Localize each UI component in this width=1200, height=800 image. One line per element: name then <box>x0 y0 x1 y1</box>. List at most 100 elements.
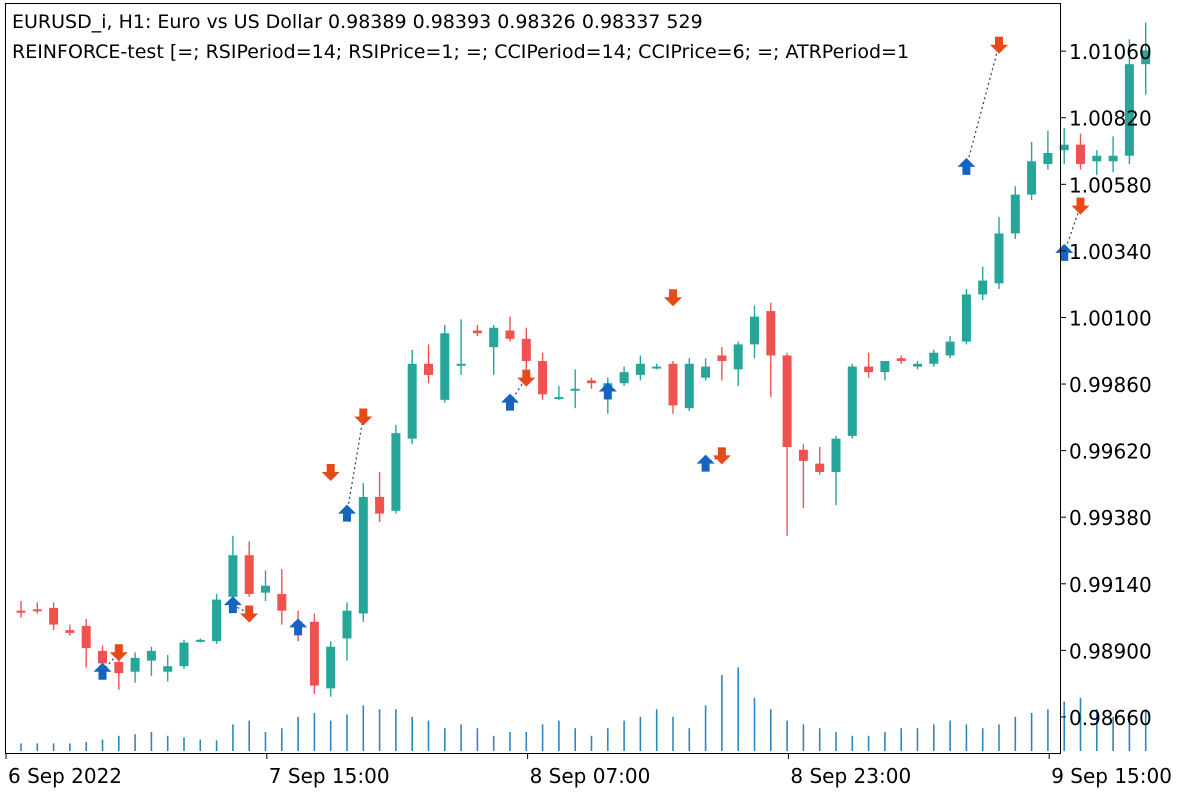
candle-body <box>929 352 939 364</box>
candle-body <box>847 366 857 436</box>
candle-body <box>717 355 727 362</box>
signal-connector <box>346 416 364 514</box>
candle-body <box>570 388 580 391</box>
candle-body <box>913 363 922 367</box>
candle-body <box>49 607 59 625</box>
candle-body <box>880 361 890 373</box>
candle-body <box>32 609 42 612</box>
candle-body <box>864 366 874 373</box>
price-tick-label: 1.00100 <box>1069 306 1152 330</box>
sell-arrow-icon <box>517 369 536 387</box>
time-tick-label: 9 Sep 15:00 <box>1051 764 1172 788</box>
price-tick-label: 0.98660 <box>1069 706 1152 730</box>
price-tick-label: 1.00340 <box>1069 240 1152 264</box>
candle-body <box>309 621 319 686</box>
candle-body <box>1010 194 1020 234</box>
signal-connector <box>1063 205 1082 254</box>
candle-body <box>668 363 678 406</box>
candle-body <box>163 666 173 672</box>
candle-body <box>1059 144 1069 151</box>
price-tick-label: 0.99860 <box>1069 373 1152 397</box>
candle-body <box>538 361 548 395</box>
price-tick-label: 1.00580 <box>1069 173 1152 197</box>
candle-body <box>750 316 759 345</box>
candle-body <box>978 280 988 295</box>
sell-arrow-icon <box>712 447 731 465</box>
buy-arrow-icon <box>338 504 356 522</box>
sell-arrow-icon <box>109 644 128 662</box>
candle-body <box>98 650 107 664</box>
time-tick-label: 8 Sep 07:00 <box>530 764 651 788</box>
buy-arrow-icon <box>93 662 112 680</box>
candle-body <box>261 585 270 593</box>
candle-body <box>635 363 645 375</box>
header-indicator-line: REINFORCE-test [=; RSIPeriod=14; RSIPric… <box>12 41 909 63</box>
price-tick-label: 0.99620 <box>1069 440 1152 464</box>
candle-body <box>994 233 1004 284</box>
buy-arrow-icon <box>289 618 308 636</box>
candle-body <box>244 555 254 595</box>
candle-body <box>733 344 743 370</box>
price-tick-label: 0.99380 <box>1069 506 1152 530</box>
candle-body <box>489 327 499 348</box>
candle-body <box>766 311 776 356</box>
candle-body <box>684 363 694 409</box>
candle-body <box>179 642 189 667</box>
time-tick-label: 6 Sep 2022 <box>8 764 122 788</box>
time-axis: 6 Sep 2022 7 Sep 15:00 8 Sep 07:00 8 Sep 23… <box>5 753 1172 788</box>
candle-body <box>1043 152 1053 165</box>
candle-body <box>1141 50 1151 65</box>
candle-body <box>961 294 971 342</box>
candle-body <box>440 333 450 400</box>
candle-body <box>456 363 466 366</box>
sell-arrow-icon <box>1071 197 1090 215</box>
candle-body <box>1027 161 1037 195</box>
candle-body <box>212 599 222 642</box>
price-tick-label: 1.00820 <box>1069 107 1152 131</box>
candle-body <box>407 363 417 439</box>
candle-body <box>358 496 368 614</box>
sell-arrow-icon <box>990 36 1008 54</box>
header-symbol-line: EURUSD_i, H1: Euro vs US Dollar 0.98389 … <box>12 11 703 33</box>
candle-body <box>554 397 564 400</box>
candle-layer <box>16 22 1151 697</box>
sell-arrow-icon <box>354 408 373 426</box>
candle-body <box>521 338 531 362</box>
candle-body <box>815 463 825 472</box>
buy-arrow-icon <box>501 393 519 411</box>
buy-arrow-icon <box>598 382 617 400</box>
sell-arrow-icon <box>321 463 340 481</box>
candle-body <box>195 639 205 642</box>
candle-body <box>1076 144 1085 165</box>
candle-body <box>65 630 75 633</box>
time-tick-label: 8 Sep 23:00 <box>790 764 911 788</box>
candle-body <box>114 662 124 674</box>
candle-body <box>130 657 140 672</box>
candle-body <box>652 366 662 369</box>
buy-arrow-icon <box>223 596 242 614</box>
candle-body <box>945 341 955 356</box>
candle-body <box>896 358 906 362</box>
candle-body <box>228 555 238 597</box>
candle-body <box>375 496 385 514</box>
candle-body <box>798 449 808 461</box>
candle-body <box>831 438 841 472</box>
candle-body <box>81 625 91 649</box>
candle-body <box>391 433 401 511</box>
price-tick-label: 0.98900 <box>1069 639 1152 663</box>
candle-body <box>326 646 336 689</box>
price-tick-label: 1.01060 <box>1069 40 1152 64</box>
price-axis: 1.01060 1.00820 1.00580 1.00340 1.00100 0.998… <box>1060 40 1152 730</box>
candle-body <box>1124 64 1134 156</box>
candle-body <box>472 330 482 334</box>
candle-body <box>505 330 515 339</box>
signal-connector <box>965 44 1000 167</box>
time-tick-label: 7 Sep 15:00 <box>269 764 390 788</box>
price-tick-label: 0.99140 <box>1069 573 1152 597</box>
candle-body <box>342 610 352 639</box>
buy-arrow-icon <box>957 157 976 175</box>
candle-body <box>587 380 596 384</box>
candle-body <box>1092 155 1102 162</box>
